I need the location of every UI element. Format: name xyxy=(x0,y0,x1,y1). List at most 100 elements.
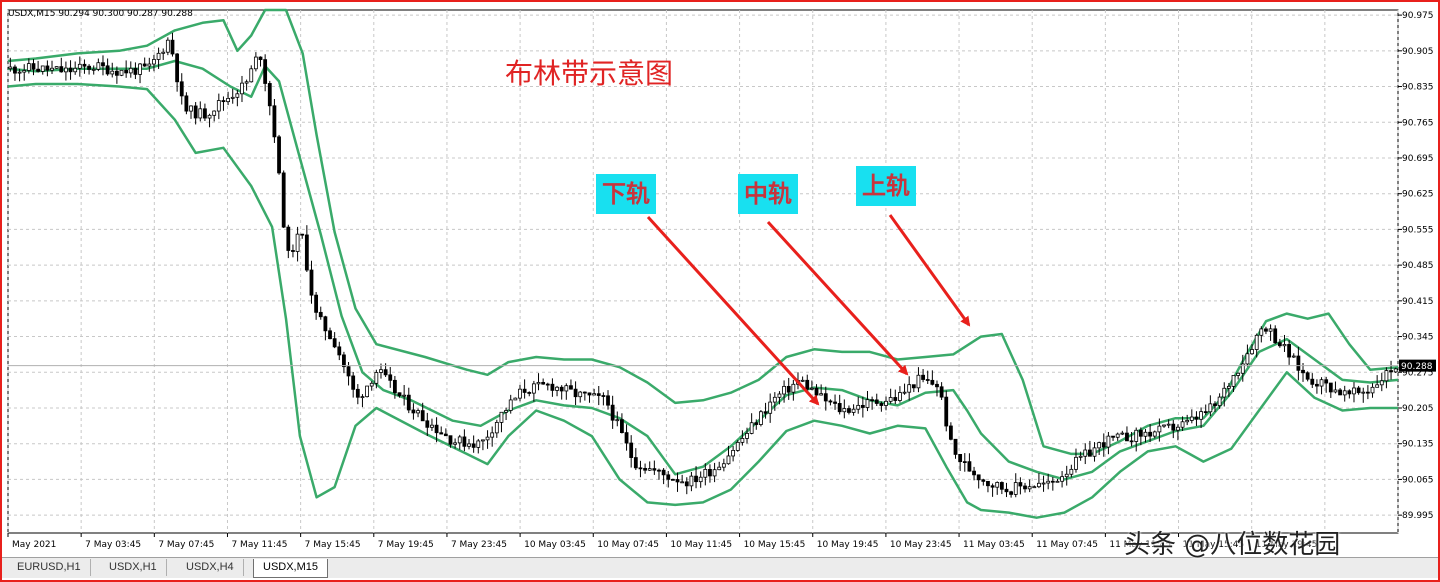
candle-body xyxy=(708,468,712,477)
candle-body xyxy=(54,66,59,69)
candle-body xyxy=(1236,372,1241,376)
candle-body xyxy=(1356,387,1361,394)
candle-body xyxy=(1361,391,1366,394)
candle-body xyxy=(1250,349,1254,355)
candle-body xyxy=(133,67,138,75)
candle-body xyxy=(800,379,805,382)
candle-body xyxy=(1199,411,1203,420)
candle-body xyxy=(1319,379,1324,387)
candle-body xyxy=(397,392,402,397)
candle-body xyxy=(1277,342,1282,347)
candle-body xyxy=(735,441,740,451)
candle-body xyxy=(1055,480,1060,483)
candle-body xyxy=(1129,440,1134,443)
candle-body xyxy=(1078,455,1083,458)
candle-body xyxy=(578,391,583,398)
candle-body xyxy=(26,63,31,71)
candle-body xyxy=(379,369,383,373)
x-tick-label: 7 May 07:45 xyxy=(158,540,214,550)
candle-body xyxy=(1305,372,1310,380)
candle-body xyxy=(898,392,902,401)
candle-body xyxy=(694,475,698,483)
candle-body xyxy=(165,39,170,53)
candle-body xyxy=(411,409,416,414)
candle-body xyxy=(513,397,518,401)
candlesticks xyxy=(8,32,1398,498)
candle-body xyxy=(995,482,1000,488)
candle-body xyxy=(828,400,833,403)
candle-body xyxy=(467,443,471,447)
tab-usdx-h4[interactable]: USDX,H4 xyxy=(177,559,244,576)
candle-body xyxy=(823,393,828,402)
candle-body xyxy=(986,480,990,487)
candle-body xyxy=(249,68,254,83)
candle-body xyxy=(1097,442,1102,449)
candle-body xyxy=(286,226,291,251)
candle-body xyxy=(110,70,115,75)
candle-body xyxy=(420,410,425,422)
candle-body xyxy=(990,485,995,488)
tab-usdx-m15[interactable]: USDX,M15 xyxy=(253,559,329,578)
y-tick-label: 89.995 xyxy=(1402,511,1434,521)
candle-body xyxy=(596,393,601,396)
candle-body xyxy=(374,372,379,384)
candle-body xyxy=(726,455,731,465)
candle-body xyxy=(1259,328,1264,336)
candle-body xyxy=(119,69,124,76)
x-tick-label: 11 May 19:45 xyxy=(1256,540,1318,550)
x-tick-label: May 2021 xyxy=(12,540,56,550)
candle-body xyxy=(267,83,272,107)
x-tick-label: 10 May 19:45 xyxy=(817,540,879,550)
x-tick-label: 7 May 19:45 xyxy=(378,540,434,550)
candle-body xyxy=(930,379,935,385)
candle-body xyxy=(1115,433,1120,438)
candle-body xyxy=(1027,486,1032,490)
candle-body xyxy=(406,394,411,411)
candle-body xyxy=(138,63,142,75)
candle-body xyxy=(189,105,193,112)
candle-body xyxy=(170,39,175,55)
candle-body xyxy=(96,62,101,70)
candle-body xyxy=(1134,429,1139,442)
candle-body xyxy=(175,53,180,83)
candle-body xyxy=(309,269,314,296)
candle-body xyxy=(142,63,147,67)
candle-body xyxy=(1083,449,1088,457)
candle-body xyxy=(629,442,634,458)
candle-body xyxy=(147,63,152,67)
candle-body xyxy=(814,387,819,396)
candle-body xyxy=(777,393,782,398)
candle-body xyxy=(360,396,365,399)
candle-body xyxy=(82,63,87,67)
candle-body xyxy=(1120,432,1125,435)
candle-body xyxy=(328,330,332,340)
candle-body xyxy=(184,95,189,112)
tab-eurusd-h1[interactable]: EURUSD,H1 xyxy=(8,559,91,576)
annotation-arrows xyxy=(646,214,971,406)
candle-body xyxy=(1009,491,1014,495)
candle-body xyxy=(64,67,68,73)
candle-body xyxy=(860,404,865,408)
tab-usdx-h1[interactable]: USDX,H1 xyxy=(100,559,167,576)
candle-body xyxy=(1176,426,1180,431)
candle-body xyxy=(879,403,884,406)
candle-body xyxy=(606,395,610,406)
candle-body xyxy=(749,422,754,434)
candle-body xyxy=(207,114,212,119)
candle-body xyxy=(383,369,388,376)
current-price-label: 90.288 xyxy=(1401,362,1433,372)
candle-body xyxy=(36,68,41,72)
candle-body xyxy=(1217,396,1222,407)
x-tick-label: 11 May 03:45 xyxy=(963,540,1025,550)
candle-body xyxy=(508,399,513,411)
candle-body xyxy=(541,381,546,385)
candle-body xyxy=(786,385,791,393)
candle-body xyxy=(244,81,249,84)
candle-body xyxy=(235,93,240,98)
candle-body xyxy=(1213,403,1217,407)
candle-body xyxy=(944,396,949,427)
candle-body xyxy=(253,56,258,70)
candle-body xyxy=(555,386,559,391)
candle-body xyxy=(1037,482,1041,488)
candle-body xyxy=(675,479,680,483)
